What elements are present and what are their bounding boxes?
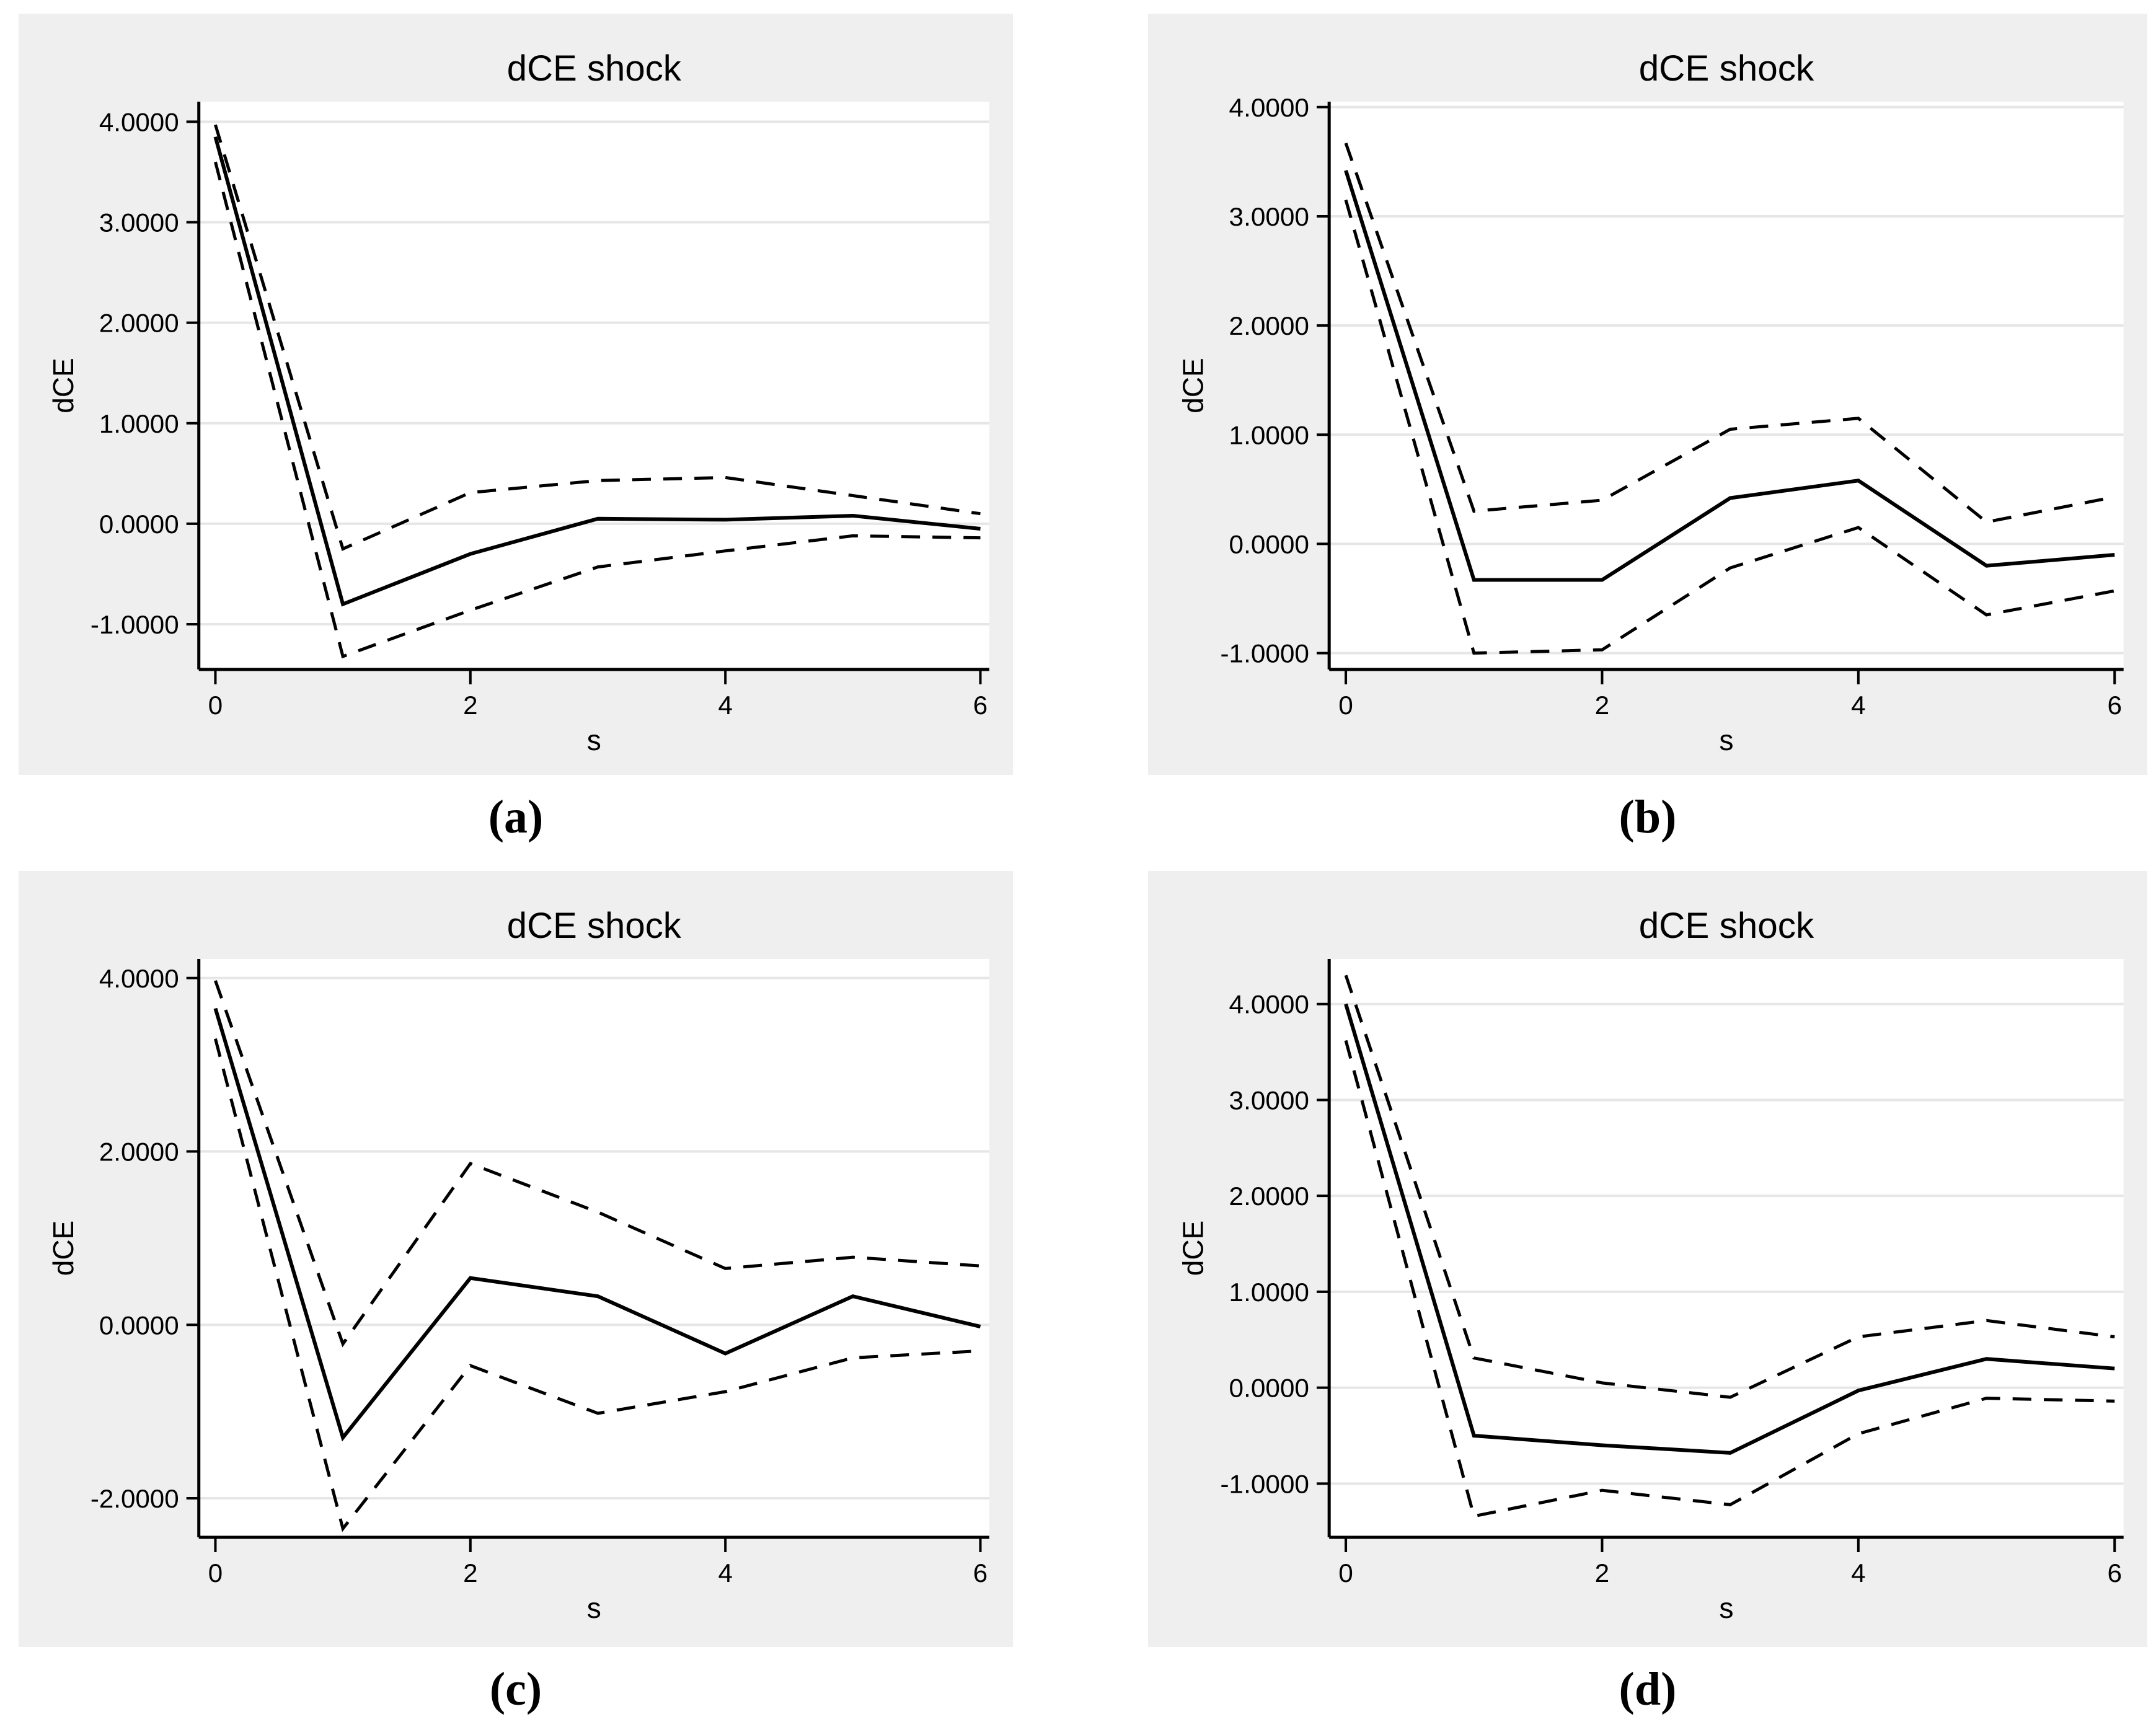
y-tick-label: 1.0000 — [99, 409, 179, 438]
y-tick-label: 0.0000 — [99, 510, 179, 539]
y-tick-label: 4.0000 — [1229, 990, 1309, 1019]
chart-title: dCE shock — [1639, 48, 1814, 89]
y-tick-label: 0.0000 — [1229, 530, 1309, 559]
y-axis-label: dCE — [1177, 1221, 1209, 1276]
y-tick-label: -2.0000 — [91, 1484, 179, 1513]
y-tick-label: 3.0000 — [99, 208, 179, 237]
x-axis-label: s — [1719, 1592, 1733, 1624]
y-tick-label: 4.0000 — [99, 107, 179, 136]
y-tick-label: 2.0000 — [1229, 311, 1309, 340]
plot-area — [198, 102, 989, 669]
y-tick-label: 1.0000 — [1229, 1278, 1309, 1307]
x-axis-label: s — [1719, 724, 1733, 756]
caption-a: (a) — [488, 791, 544, 843]
x-tick-label: 0 — [208, 1558, 223, 1588]
chart-a-impulse-response: -1.0000 0.0000 1.0000 2.0000 3.0000 4.0000 0 2 4… — [47, 48, 989, 756]
y-axis-label: dCE — [1177, 358, 1209, 413]
x-axis-label: s — [587, 724, 601, 756]
lower-confidence-band-line — [214, 1038, 981, 1532]
panel-d-block: -1.0000 0.0000 1.0000 2.0000 3.0000 4.0000 0 2 4… — [1148, 871, 2147, 1713]
chart-title: dCE shock — [1639, 906, 1814, 946]
plot-area — [1329, 102, 2124, 669]
chart-title: dCE shock — [507, 48, 682, 89]
impulse-response-line — [213, 1007, 981, 1442]
x-tick-label: 4 — [1851, 1558, 1866, 1588]
plot-area — [198, 959, 989, 1537]
impulse-response-line — [1344, 170, 2115, 582]
y-tick-label: 1.0000 — [1229, 420, 1309, 449]
x-tick-label: 2 — [1595, 1558, 1610, 1588]
y-tick-label: -1.0000 — [1220, 1469, 1309, 1498]
x-tick-label: 0 — [1338, 1558, 1353, 1588]
y-tick-label: -1.0000 — [91, 610, 179, 639]
chart-d-impulse-response: -1.0000 0.0000 1.0000 2.0000 3.0000 4.0000 0 2 4… — [1177, 906, 2124, 1624]
x-tick-label: 4 — [718, 691, 732, 720]
upper-confidence-band-line — [214, 124, 981, 551]
x-tick-label: 0 — [1338, 691, 1353, 720]
caption-b: (b) — [1619, 791, 1677, 843]
y-tick-label: 2.0000 — [99, 1137, 179, 1167]
y-tick-label: 3.0000 — [1229, 1086, 1309, 1115]
panel-b-canvas: -1.0000 0.0000 1.0000 2.0000 3.0000 4.0000 0 2 4… — [1148, 14, 2147, 775]
chart-c-impulse-response: -2.0000 0.0000 2.0000 4.0000 0 2 4 6 dCE shock s d… — [47, 906, 989, 1624]
x-tick-label: 2 — [1595, 691, 1610, 720]
panel-c-canvas: -2.0000 0.0000 2.0000 4.0000 0 2 4 6 dCE shock s d… — [19, 871, 1013, 1647]
x-tick-label: 4 — [718, 1558, 732, 1588]
x-axis-label: s — [587, 1592, 601, 1624]
y-tick-label: 3.0000 — [1229, 202, 1309, 231]
panel-a-block: -1.0000 0.0000 1.0000 2.0000 3.0000 4.0000 0 2 4… — [19, 14, 1013, 841]
panel-c-block: -2.0000 0.0000 2.0000 4.0000 0 2 4 6 dCE shock s d… — [19, 871, 1013, 1713]
x-tick-label: 6 — [2107, 1558, 2122, 1588]
caption-c: (c) — [489, 1663, 542, 1715]
impulse-response-line — [1344, 1003, 2115, 1455]
upper-confidence-band-line — [1344, 143, 2115, 524]
lower-confidence-band-line — [1344, 199, 2115, 655]
x-tick-label: 4 — [1851, 691, 1866, 720]
y-axis-label: dCE — [47, 358, 79, 413]
x-tick-label: 6 — [2107, 691, 2122, 720]
x-tick-label: 2 — [463, 1558, 477, 1588]
y-tick-label: 4.0000 — [1229, 93, 1309, 122]
y-tick-label: 4.0000 — [99, 964, 179, 993]
x-tick-label: 2 — [463, 691, 477, 720]
chart-title: dCE shock — [507, 906, 682, 946]
upper-confidence-band-line — [1344, 974, 2115, 1399]
lower-confidence-band-line — [214, 161, 981, 659]
y-tick-label: 2.0000 — [1229, 1182, 1309, 1211]
caption-d: (d) — [1619, 1663, 1677, 1715]
plot-area — [1329, 959, 2124, 1537]
y-tick-label: -1.0000 — [1220, 639, 1309, 668]
x-tick-label: 6 — [973, 691, 987, 720]
lower-confidence-band-line — [1344, 1040, 2115, 1518]
y-tick-label: 0.0000 — [1229, 1374, 1309, 1403]
panel-d-canvas: -1.0000 0.0000 1.0000 2.0000 3.0000 4.0000 0 2 4… — [1148, 871, 2147, 1647]
upper-confidence-band-line — [214, 980, 981, 1348]
impulse-response-line — [213, 136, 981, 607]
x-tick-label: 0 — [208, 691, 223, 720]
chart-b-impulse-response: -1.0000 0.0000 1.0000 2.0000 3.0000 4.0000 0 2 4… — [1177, 48, 2124, 756]
x-tick-label: 6 — [973, 1558, 987, 1588]
y-tick-label: 2.0000 — [99, 309, 179, 338]
y-axis-label: dCE — [47, 1221, 79, 1276]
y-tick-label: 0.0000 — [99, 1310, 179, 1340]
panel-a-canvas: -1.0000 0.0000 1.0000 2.0000 3.0000 4.0000 0 2 4… — [19, 14, 1013, 775]
panel-b-block: -1.0000 0.0000 1.0000 2.0000 3.0000 4.0000 0 2 4… — [1148, 14, 2147, 841]
